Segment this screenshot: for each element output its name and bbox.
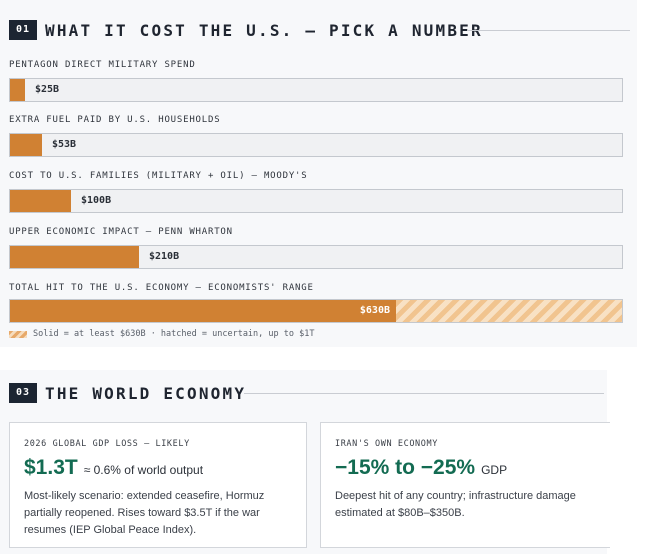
bar-solid xyxy=(10,134,42,156)
iran-economy-card: IRAN'S OWN ECONOMY −15% to −25% GDP Deep… xyxy=(320,422,610,548)
card-big-number: −15% to −25% xyxy=(335,456,476,479)
card-big-sub: GDP xyxy=(481,463,508,477)
card-kicker: IRAN'S OWN ECONOMY xyxy=(335,439,438,449)
bar-track: $100B xyxy=(9,189,623,213)
bar-track: $53B xyxy=(9,133,623,157)
section-rule xyxy=(468,30,630,31)
bar-value-label: $100B xyxy=(81,195,112,206)
section-number: 01 xyxy=(9,20,37,40)
chart-legend: Solid = at least $630B · hatched = uncer… xyxy=(9,329,314,339)
bar-category-label: EXTRA FUEL PAID BY U.S. HOUSEHOLDS xyxy=(9,115,221,125)
bar-value-label: $53B xyxy=(52,139,77,150)
cost-panel xyxy=(0,0,637,347)
bar-track: $25B xyxy=(9,78,623,102)
card-big-number: $1.3T xyxy=(24,456,78,479)
section-header: 01 WHAT IT COST THE U.S. — PICK A NUMBER xyxy=(9,20,483,40)
bar-value-label: $630B xyxy=(359,305,390,316)
bar-category-label: COST TO U.S. FAMILIES (MILITARY + OIL) —… xyxy=(9,171,308,181)
bar-value-label: $210B xyxy=(149,251,180,262)
section-number: 03 xyxy=(9,383,37,403)
section-header: 03 THE WORLD ECONOMY xyxy=(9,383,246,403)
card-kicker: 2026 GLOBAL GDP LOSS — LIKELY xyxy=(24,439,190,449)
bar-solid xyxy=(10,190,71,212)
gdp-loss-card: 2026 GLOBAL GDP LOSS — LIKELY $1.3T ≈ 0.… xyxy=(9,422,307,548)
card-headline: $1.3T ≈ 0.6% of world output xyxy=(24,456,203,480)
bar-category-label: TOTAL HIT TO THE U.S. ECONOMY — ECONOMIS… xyxy=(9,283,314,293)
card-body: Deepest hit of any country; infrastructu… xyxy=(335,490,576,519)
card-big-sub: ≈ 0.6% of world output xyxy=(83,463,204,477)
hatched-swatch xyxy=(9,330,27,338)
section-title: WHAT IT COST THE U.S. — PICK A NUMBER xyxy=(45,20,483,40)
card-headline: −15% to −25% GDP xyxy=(335,456,507,480)
section-rule xyxy=(244,393,604,394)
bar-solid xyxy=(10,79,25,101)
bar-value-label: $25B xyxy=(35,84,60,95)
bar-category-label: UPPER ECONOMIC IMPACT — PENN WHARTON xyxy=(9,227,233,237)
card-body: Most-likely scenario: extended ceasefire… xyxy=(24,490,265,536)
bar-hatched-uncertain xyxy=(396,300,622,322)
section-title: THE WORLD ECONOMY xyxy=(45,383,247,403)
bar-track: $630B xyxy=(9,299,623,323)
bar-solid xyxy=(10,300,396,322)
bar-category-label: PENTAGON DIRECT MILITARY SPEND xyxy=(9,60,196,70)
bar-solid xyxy=(10,246,139,268)
bar-track: $210B xyxy=(9,245,623,269)
legend-text: Solid = at least $630B · hatched = uncer… xyxy=(33,329,315,339)
